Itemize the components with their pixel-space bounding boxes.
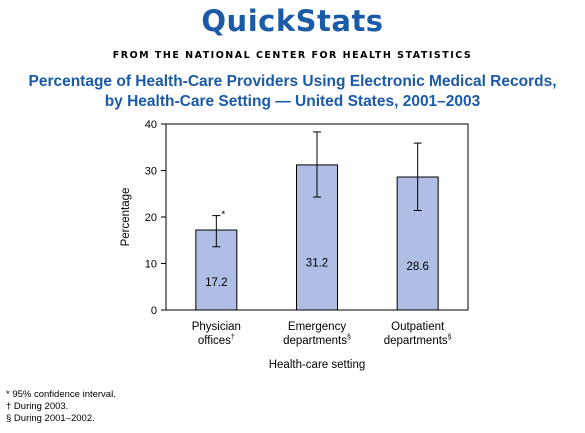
x-tick-label-line-1: Physician (192, 321, 241, 333)
y-tick-label: 30 (145, 166, 157, 178)
x-tick-label-line-1: Outpatient (391, 321, 445, 333)
data-label: 31.2 (306, 257, 328, 269)
x-tick-label-text: departments (283, 335, 347, 347)
y-tick-label: 10 (145, 259, 157, 271)
data-label: 28.6 (406, 261, 428, 273)
x-axis-label: Health-care setting (269, 359, 366, 371)
y-tick-label: 20 (145, 212, 157, 224)
footnote-ci: * 95% confidence interval. (6, 389, 116, 400)
bar (195, 229, 238, 311)
chart-title: Percentage of Health-Care Providers Usin… (0, 72, 585, 112)
source-line: FROM THE NATIONAL CENTER FOR HEALTH STAT… (112, 50, 473, 61)
chart-title-line-2: by Health-Care Setting — United States, … (104, 93, 481, 110)
x-tick-label-text: offices (198, 335, 231, 347)
brand-title: QuickStats (201, 4, 384, 38)
chart-title-line-1: Percentage of Health-Care Providers Usin… (28, 73, 557, 90)
x-tick-label-footnote-mark: § (448, 334, 452, 341)
footnotes: * 95% confidence interval. † During 2003… (6, 389, 116, 425)
y-axis-label: Percentage (120, 188, 132, 247)
y-tick-label: 0 (151, 305, 157, 317)
footnote-2001-2002: § During 2001–2002. (6, 413, 95, 424)
x-tick-label-text: departments (384, 335, 448, 347)
x-tick-label-footnote-mark: † (231, 334, 235, 341)
x-tick-label-footnote-mark: § (347, 334, 351, 341)
y-tick-label: 40 (145, 119, 157, 131)
x-tick-label-line-2: offices† (198, 334, 235, 347)
data-label: 17.2 (205, 277, 227, 289)
x-tick-label-line-2: departments§ (283, 334, 351, 347)
x-tick-label-line-1: Emergency (288, 321, 346, 333)
footnote-2003: † During 2003. (6, 401, 69, 412)
ci-marker: * (221, 210, 225, 221)
x-tick-label-line-2: departments§ (384, 334, 452, 347)
